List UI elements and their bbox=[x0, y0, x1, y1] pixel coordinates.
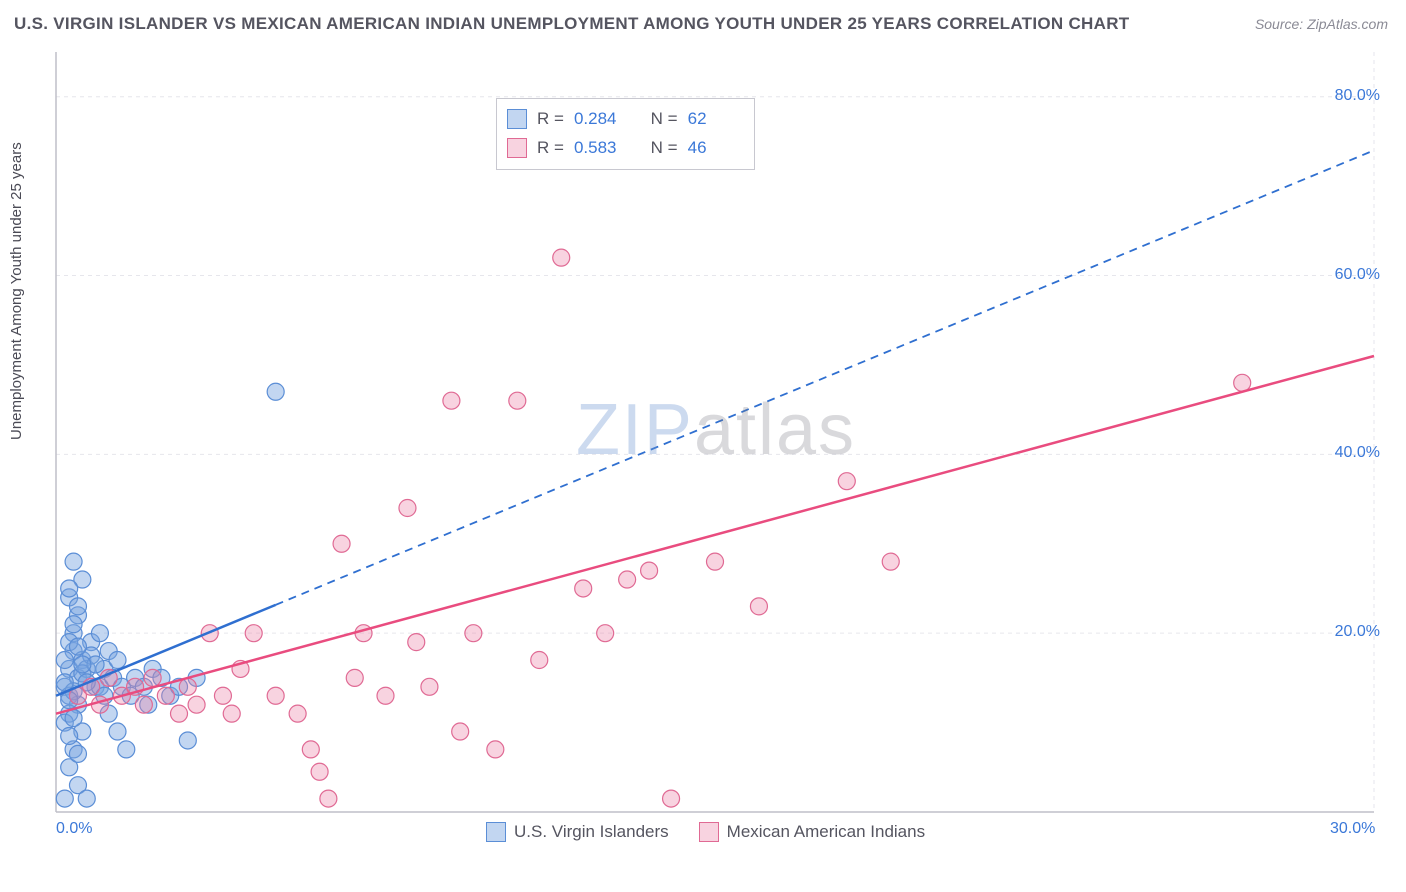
legend-swatch-series1 bbox=[486, 822, 506, 842]
bottom-legend: U.S. Virgin Islanders Mexican American I… bbox=[486, 822, 925, 842]
y-tick: 60.0% bbox=[1335, 266, 1380, 284]
chart-title: U.S. VIRGIN ISLANDER VS MEXICAN AMERICAN… bbox=[14, 14, 1129, 34]
source-attribution: Source: ZipAtlas.com bbox=[1255, 16, 1388, 32]
n-label: N = bbox=[651, 134, 678, 163]
n-value-series1: 62 bbox=[688, 105, 740, 134]
x-tick: 0.0% bbox=[56, 820, 92, 838]
stats-row-series1: R = 0.284 N = 62 bbox=[507, 105, 740, 134]
r-value-series2: 0.583 bbox=[574, 134, 626, 163]
legend-swatch-series2 bbox=[699, 822, 719, 842]
legend-item-series2: Mexican American Indians bbox=[699, 822, 925, 842]
y-tick: 80.0% bbox=[1335, 87, 1380, 105]
y-tick: 20.0% bbox=[1335, 623, 1380, 641]
y-tick: 40.0% bbox=[1335, 444, 1380, 462]
legend-label-series1: U.S. Virgin Islanders bbox=[514, 822, 669, 842]
n-label: N = bbox=[651, 105, 678, 134]
swatch-series1 bbox=[507, 109, 527, 129]
swatch-series2 bbox=[507, 138, 527, 158]
stats-row-series2: R = 0.583 N = 46 bbox=[507, 134, 740, 163]
n-value-series2: 46 bbox=[688, 134, 740, 163]
r-value-series1: 0.284 bbox=[574, 105, 626, 134]
legend-label-series2: Mexican American Indians bbox=[727, 822, 925, 842]
r-label: R = bbox=[537, 105, 564, 134]
r-label: R = bbox=[537, 134, 564, 163]
correlation-stats-box: R = 0.284 N = 62 R = 0.583 N = 46 bbox=[496, 98, 755, 170]
legend-item-series1: U.S. Virgin Islanders bbox=[486, 822, 669, 842]
y-axis-label: Unemployment Among Youth under 25 years bbox=[8, 142, 25, 440]
x-tick: 30.0% bbox=[1330, 820, 1375, 838]
chart-area: ZIPatlas R = 0.284 N = 62 R = 0.583 N = … bbox=[46, 46, 1386, 846]
